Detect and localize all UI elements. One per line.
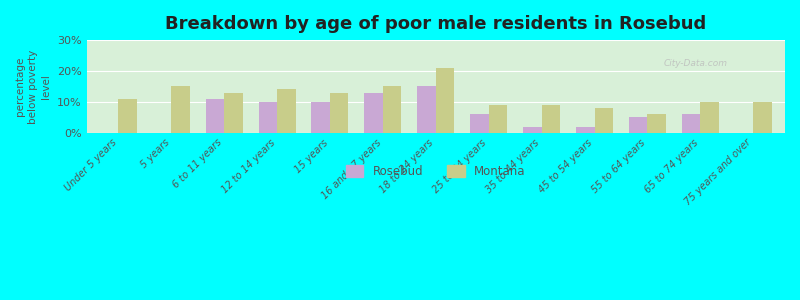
Text: City-Data.com: City-Data.com bbox=[664, 59, 728, 68]
Bar bbox=[330, 93, 349, 133]
Bar bbox=[206, 99, 224, 133]
Bar bbox=[754, 102, 772, 133]
Title: Breakdown by age of poor male residents in Rosebud: Breakdown by age of poor male residents … bbox=[165, 15, 706, 33]
Bar bbox=[311, 102, 330, 133]
Bar bbox=[629, 117, 647, 133]
Bar bbox=[383, 86, 402, 133]
Bar bbox=[489, 105, 507, 133]
Bar bbox=[700, 102, 719, 133]
Bar bbox=[436, 68, 454, 133]
Y-axis label: percentage
below poverty
level: percentage below poverty level bbox=[15, 49, 51, 124]
Bar bbox=[418, 86, 436, 133]
Bar bbox=[594, 108, 613, 133]
Legend: Rosebud, Montana: Rosebud, Montana bbox=[340, 159, 532, 184]
Bar bbox=[224, 93, 242, 133]
Bar bbox=[542, 105, 560, 133]
Bar bbox=[118, 99, 137, 133]
Bar bbox=[682, 114, 700, 133]
Bar bbox=[470, 114, 489, 133]
Bar bbox=[647, 114, 666, 133]
Bar bbox=[523, 127, 542, 133]
Bar bbox=[171, 86, 190, 133]
Bar bbox=[364, 93, 383, 133]
Bar bbox=[277, 89, 295, 133]
Bar bbox=[576, 127, 594, 133]
Bar bbox=[258, 102, 277, 133]
